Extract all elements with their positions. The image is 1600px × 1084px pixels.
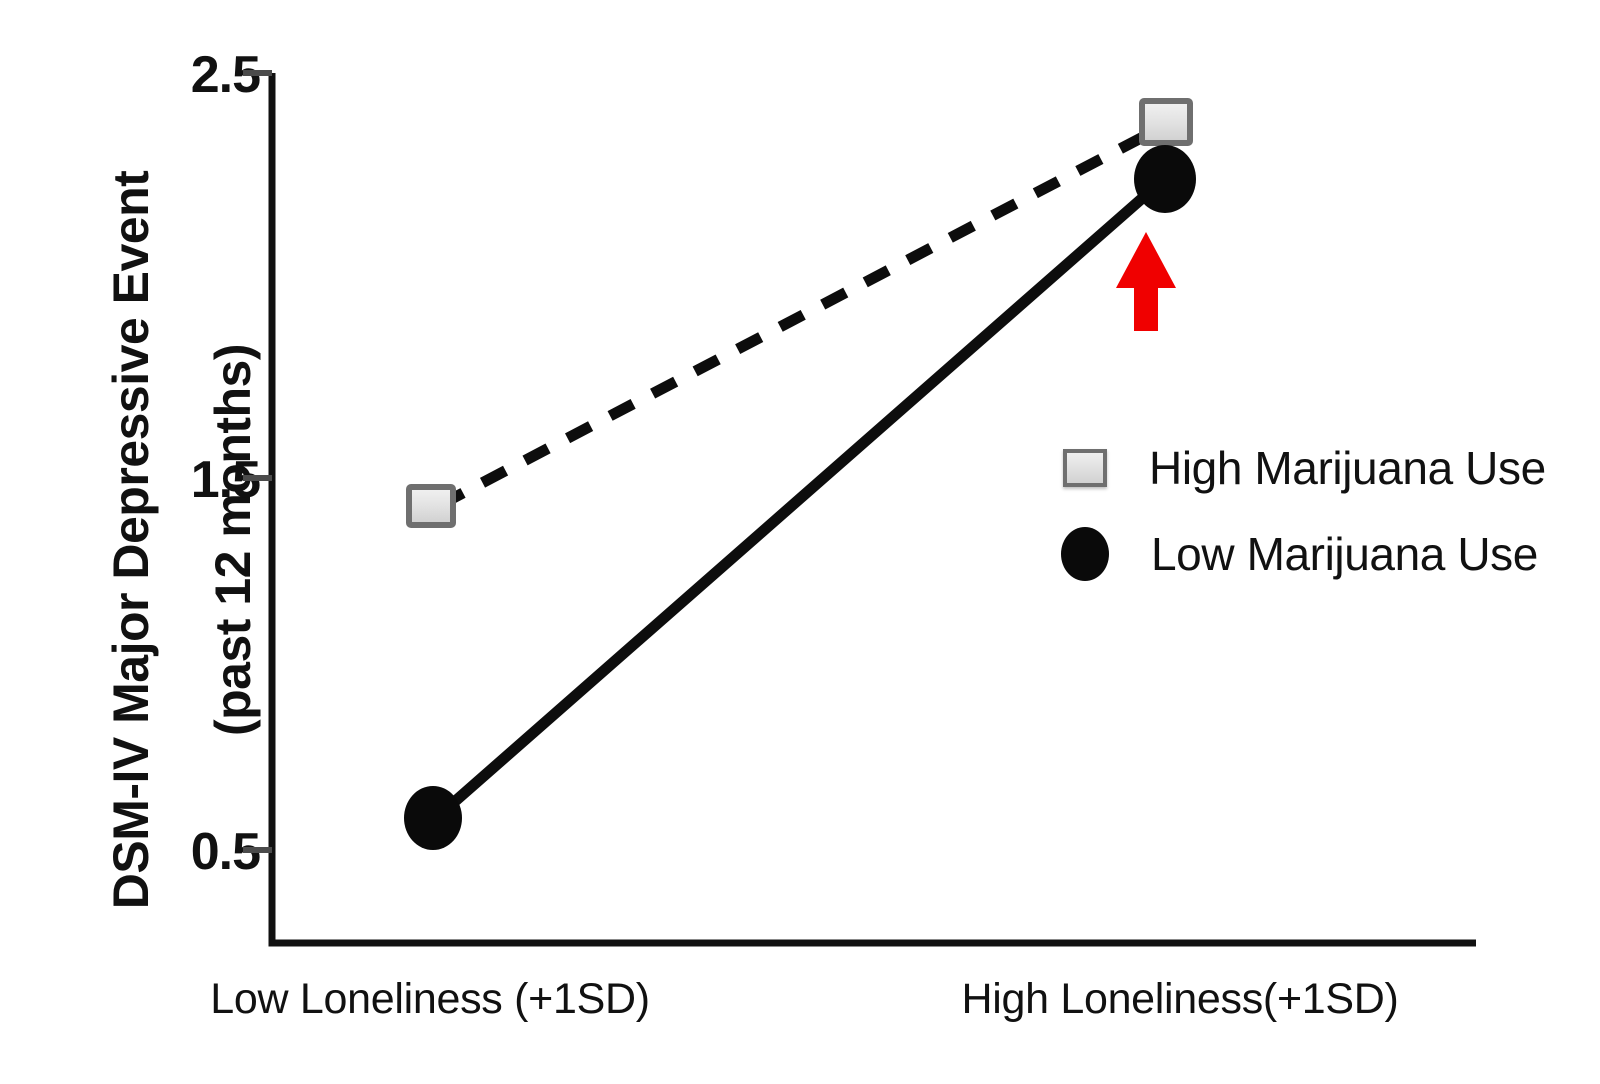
legend-label-low-marijuana-use: Low Marijuana Use: [1151, 528, 1538, 580]
legend-label-high-marijuana-use: High Marijuana Use: [1149, 442, 1546, 494]
data-point-low-marijuana-low-loneliness: [404, 786, 462, 850]
red-arrow-annotation-icon: [1116, 232, 1176, 331]
x-tick-label-high-loneliness: High Loneliness(+1SD): [961, 975, 1399, 1023]
legend-item-high-marijuana-use[interactable]: High Marijuana Use: [1063, 425, 1583, 511]
series-line-high-marijuana-use: [437, 123, 1163, 510]
legend: High Marijuana Use Low Marijuana Use: [1061, 425, 1583, 597]
legend-square-icon: [1063, 449, 1107, 487]
data-point-high-marijuana-low-loneliness: [406, 484, 456, 528]
x-tick-label-low-loneliness: Low Loneliness (+1SD): [210, 975, 650, 1023]
legend-item-low-marijuana-use[interactable]: Low Marijuana Use: [1061, 511, 1583, 597]
series-line-low-marijuana-use: [430, 174, 1169, 824]
legend-circle-icon: [1061, 527, 1109, 581]
data-point-low-marijuana-high-loneliness: [1134, 145, 1196, 213]
data-point-high-marijuana-high-loneliness: [1139, 98, 1193, 146]
axis-spines: [268, 73, 1476, 947]
